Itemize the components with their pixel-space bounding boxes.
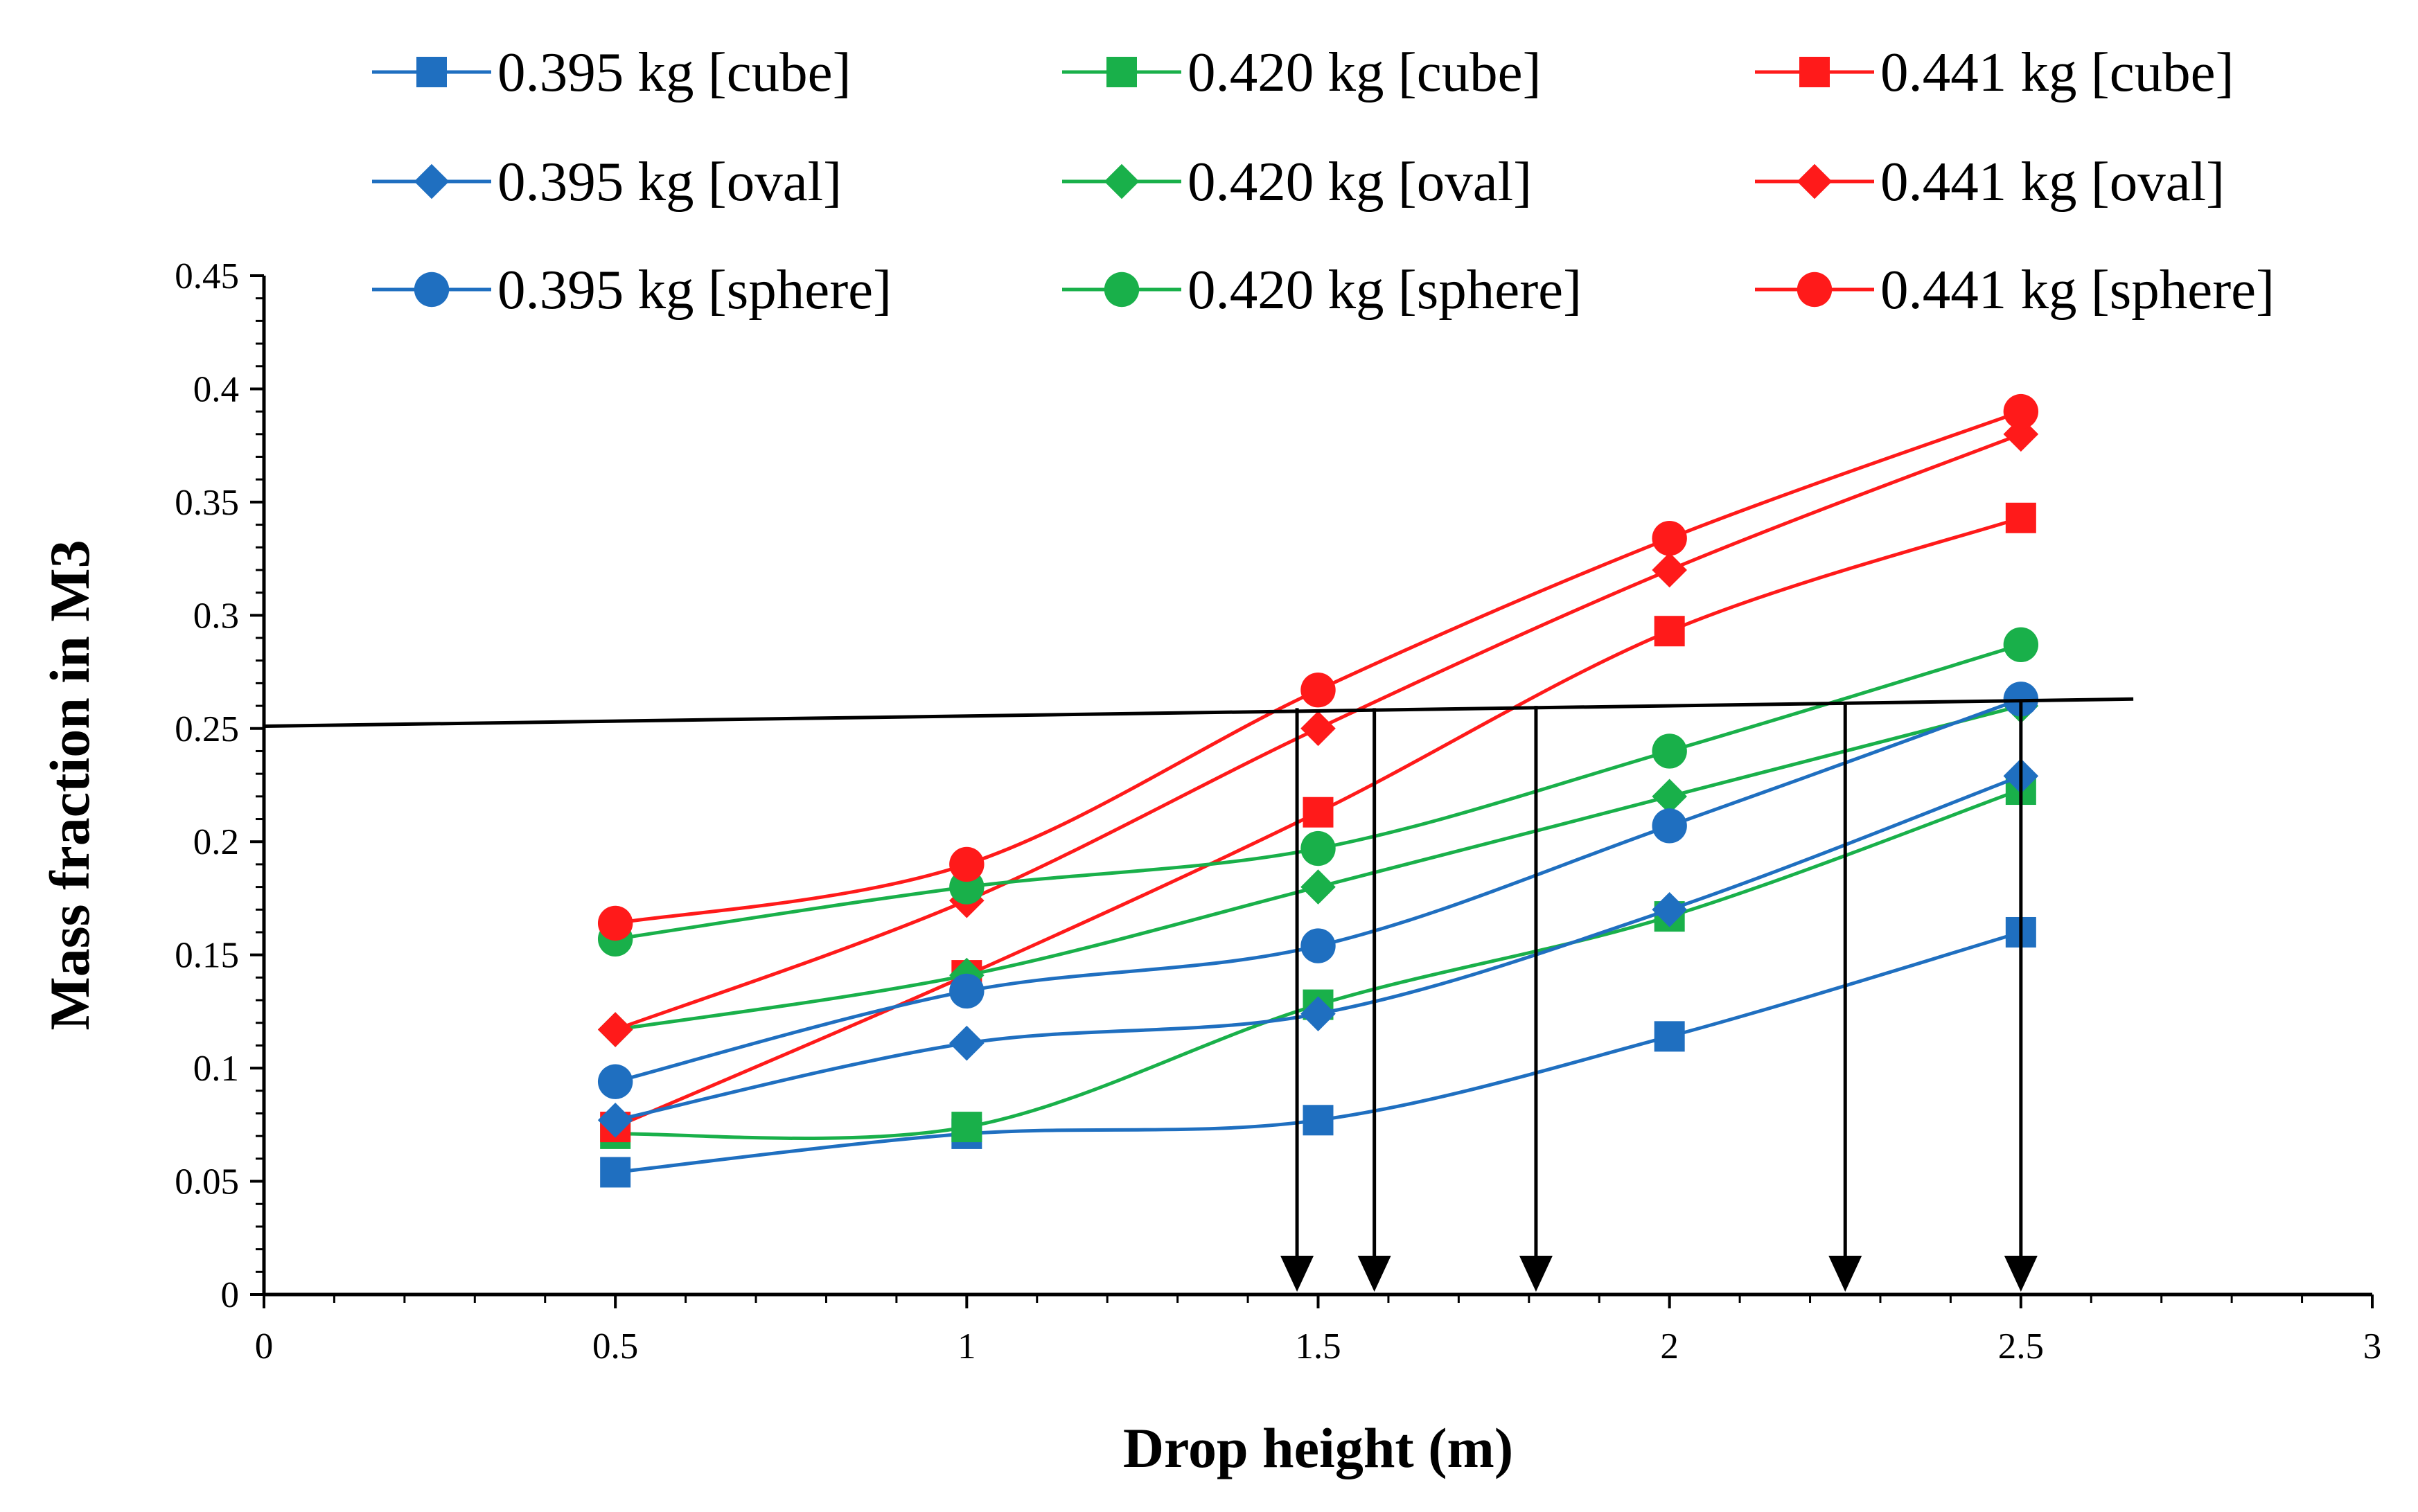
square-marker	[1654, 616, 1685, 647]
diamond-marker	[1104, 163, 1140, 199]
diamond-marker	[414, 163, 450, 199]
series-0-420-kg-oval-	[597, 688, 2039, 1047]
circle-marker	[1652, 808, 1687, 844]
x-tick-label: 3	[2363, 1326, 2382, 1367]
legend-entry: 0.441 kg [cube]	[1755, 41, 2234, 103]
y-tick-label: 0.45	[175, 256, 239, 296]
legend-entry: 0.395 kg [sphere]	[372, 258, 892, 321]
legend-entry: 0.420 kg [sphere]	[1062, 258, 1582, 321]
drop-arrow-head	[1357, 1256, 1391, 1292]
x-tick-label: 1	[958, 1326, 976, 1367]
legend-label: 0.395 kg [sphere]	[497, 258, 892, 321]
square-marker	[1303, 1105, 1334, 1136]
y-tick-label: 0.3	[193, 596, 239, 636]
x-tick-label: 0	[255, 1326, 274, 1367]
circle-marker	[949, 846, 985, 882]
legend-label: 0.441 kg [cube]	[1880, 41, 2234, 103]
series-0-395-kg-sphere-	[597, 682, 2039, 1099]
y-tick-label: 0.15	[175, 936, 239, 976]
drop-arrow-head	[1828, 1256, 1862, 1292]
square-marker	[2005, 502, 2036, 533]
circle-marker	[597, 1064, 633, 1099]
square-marker	[416, 57, 447, 87]
circle-marker	[1652, 733, 1687, 769]
legend-label: 0.395 kg [oval]	[497, 150, 842, 213]
x-tick-label: 2	[1660, 1326, 1679, 1367]
circle-marker	[1300, 673, 1336, 708]
diamond-marker	[1300, 996, 1336, 1031]
diamond-marker	[597, 1012, 633, 1047]
legend-entry: 0.441 kg [sphere]	[1755, 258, 2275, 321]
y-tick-label: 0.05	[175, 1162, 239, 1202]
diamond-marker	[1652, 891, 1687, 927]
diamond-marker	[1300, 869, 1336, 905]
circle-marker	[1300, 830, 1336, 866]
diamond-marker	[597, 1102, 633, 1138]
x-axis-title: Drop height (m)	[1123, 1416, 1513, 1479]
legend-label: 0.441 kg [oval]	[1880, 150, 2225, 213]
square-marker	[1303, 797, 1334, 828]
square-marker	[600, 1157, 631, 1188]
y-tick-label: 0.35	[175, 483, 239, 523]
drop-arrow-head	[1280, 1256, 1314, 1292]
legend-entry: 0.395 kg [oval]	[372, 150, 842, 213]
circle-marker	[2003, 627, 2039, 663]
diamond-marker	[1652, 779, 1687, 815]
square-marker	[1654, 1021, 1685, 1052]
legend-entry: 0.420 kg [oval]	[1062, 150, 1532, 213]
series-0-441-kg-cube-	[600, 502, 2036, 1143]
square-marker	[1106, 57, 1137, 87]
legend-label: 0.395 kg [cube]	[497, 41, 851, 103]
series-layer	[597, 393, 2039, 1188]
legend-entry: 0.441 kg [oval]	[1755, 150, 2225, 213]
legend-label: 0.420 kg [oval]	[1188, 150, 1532, 213]
diamond-marker	[1797, 163, 1833, 199]
x-tick-label: 1.5	[1295, 1326, 1341, 1367]
drop-arrow-head	[1519, 1256, 1553, 1292]
diamond-marker	[1652, 552, 1687, 588]
series-line	[615, 930, 2022, 1174]
circle-marker	[597, 905, 633, 941]
square-marker	[1799, 57, 1830, 87]
series-0-395-kg-oval-	[597, 758, 2039, 1138]
x-tick-label: 0.5	[592, 1326, 638, 1367]
y-tick-label: 0.2	[193, 822, 239, 862]
circle-marker	[1797, 272, 1833, 308]
circle-marker	[1300, 928, 1336, 963]
y-axis-title: Mass fraction in M3	[38, 540, 101, 1030]
circle-marker	[2003, 393, 2039, 429]
diamond-marker	[949, 1025, 985, 1061]
circle-marker	[1104, 272, 1140, 308]
legend-entry: 0.420 kg [cube]	[1062, 41, 1542, 103]
series-0-441-kg-sphere-	[597, 393, 2039, 941]
y-tick-label: 0.1	[193, 1049, 239, 1089]
y-tick-label: 0.4	[193, 369, 239, 409]
axes-layer: 0 0.5 1 1.5 2 2.5 3 0 0.05 0.1 0.15 0.2 0.25 0.3 0.35 0…	[175, 256, 2381, 1367]
x-tick-label: 2.5	[1998, 1326, 2044, 1367]
threshold-line	[263, 697, 2134, 729]
circle-marker	[949, 973, 985, 1009]
legend-label: 0.420 kg [sphere]	[1188, 258, 1582, 321]
square-marker	[951, 1112, 982, 1143]
annotation-layer	[263, 697, 2134, 1292]
diamond-marker	[1300, 711, 1336, 747]
legend: 0.395 kg [cube] 0.420 kg [cube] 0.441 kg […	[372, 41, 2275, 321]
legend-label: 0.420 kg [cube]	[1188, 41, 1542, 103]
circle-marker	[414, 272, 450, 308]
y-tick-label: 0.25	[175, 709, 239, 749]
circle-marker	[1652, 520, 1687, 556]
drop-arrow-head	[2004, 1256, 2038, 1292]
legend-entry: 0.395 kg [cube]	[372, 41, 851, 103]
y-tick-label: 0	[221, 1275, 240, 1315]
legend-label: 0.441 kg [sphere]	[1880, 258, 2275, 321]
